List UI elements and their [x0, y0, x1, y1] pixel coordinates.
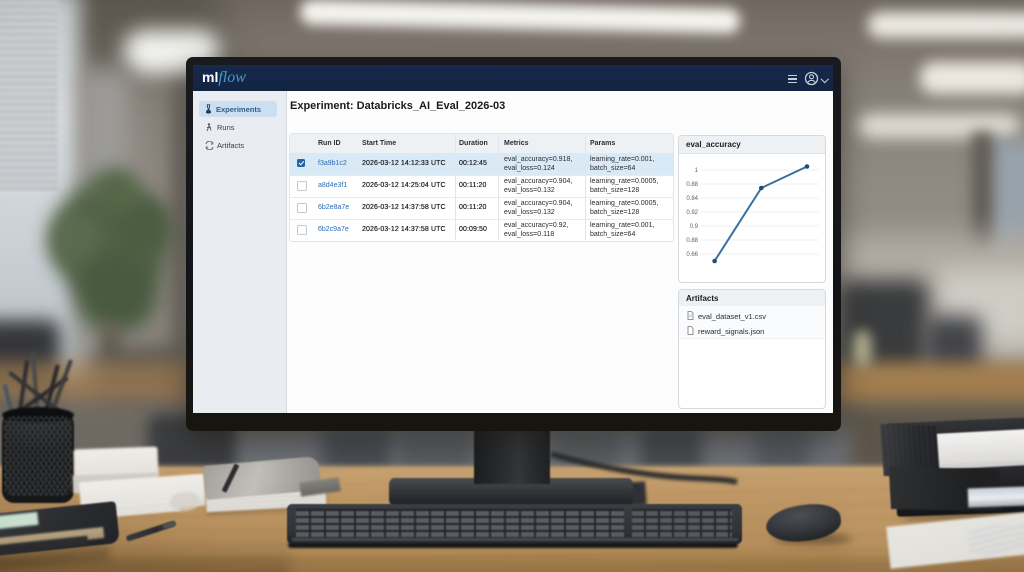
svg-text:0.92: 0.92 — [686, 210, 698, 216]
svg-text:0.84: 0.84 — [686, 196, 698, 202]
svg-text:0.9: 0.9 — [690, 224, 699, 230]
svg-text:0.88: 0.88 — [686, 238, 698, 244]
svg-text:0.66: 0.66 — [686, 252, 698, 258]
svg-text:1: 1 — [695, 168, 699, 174]
svg-text:0.88: 0.88 — [686, 182, 698, 188]
